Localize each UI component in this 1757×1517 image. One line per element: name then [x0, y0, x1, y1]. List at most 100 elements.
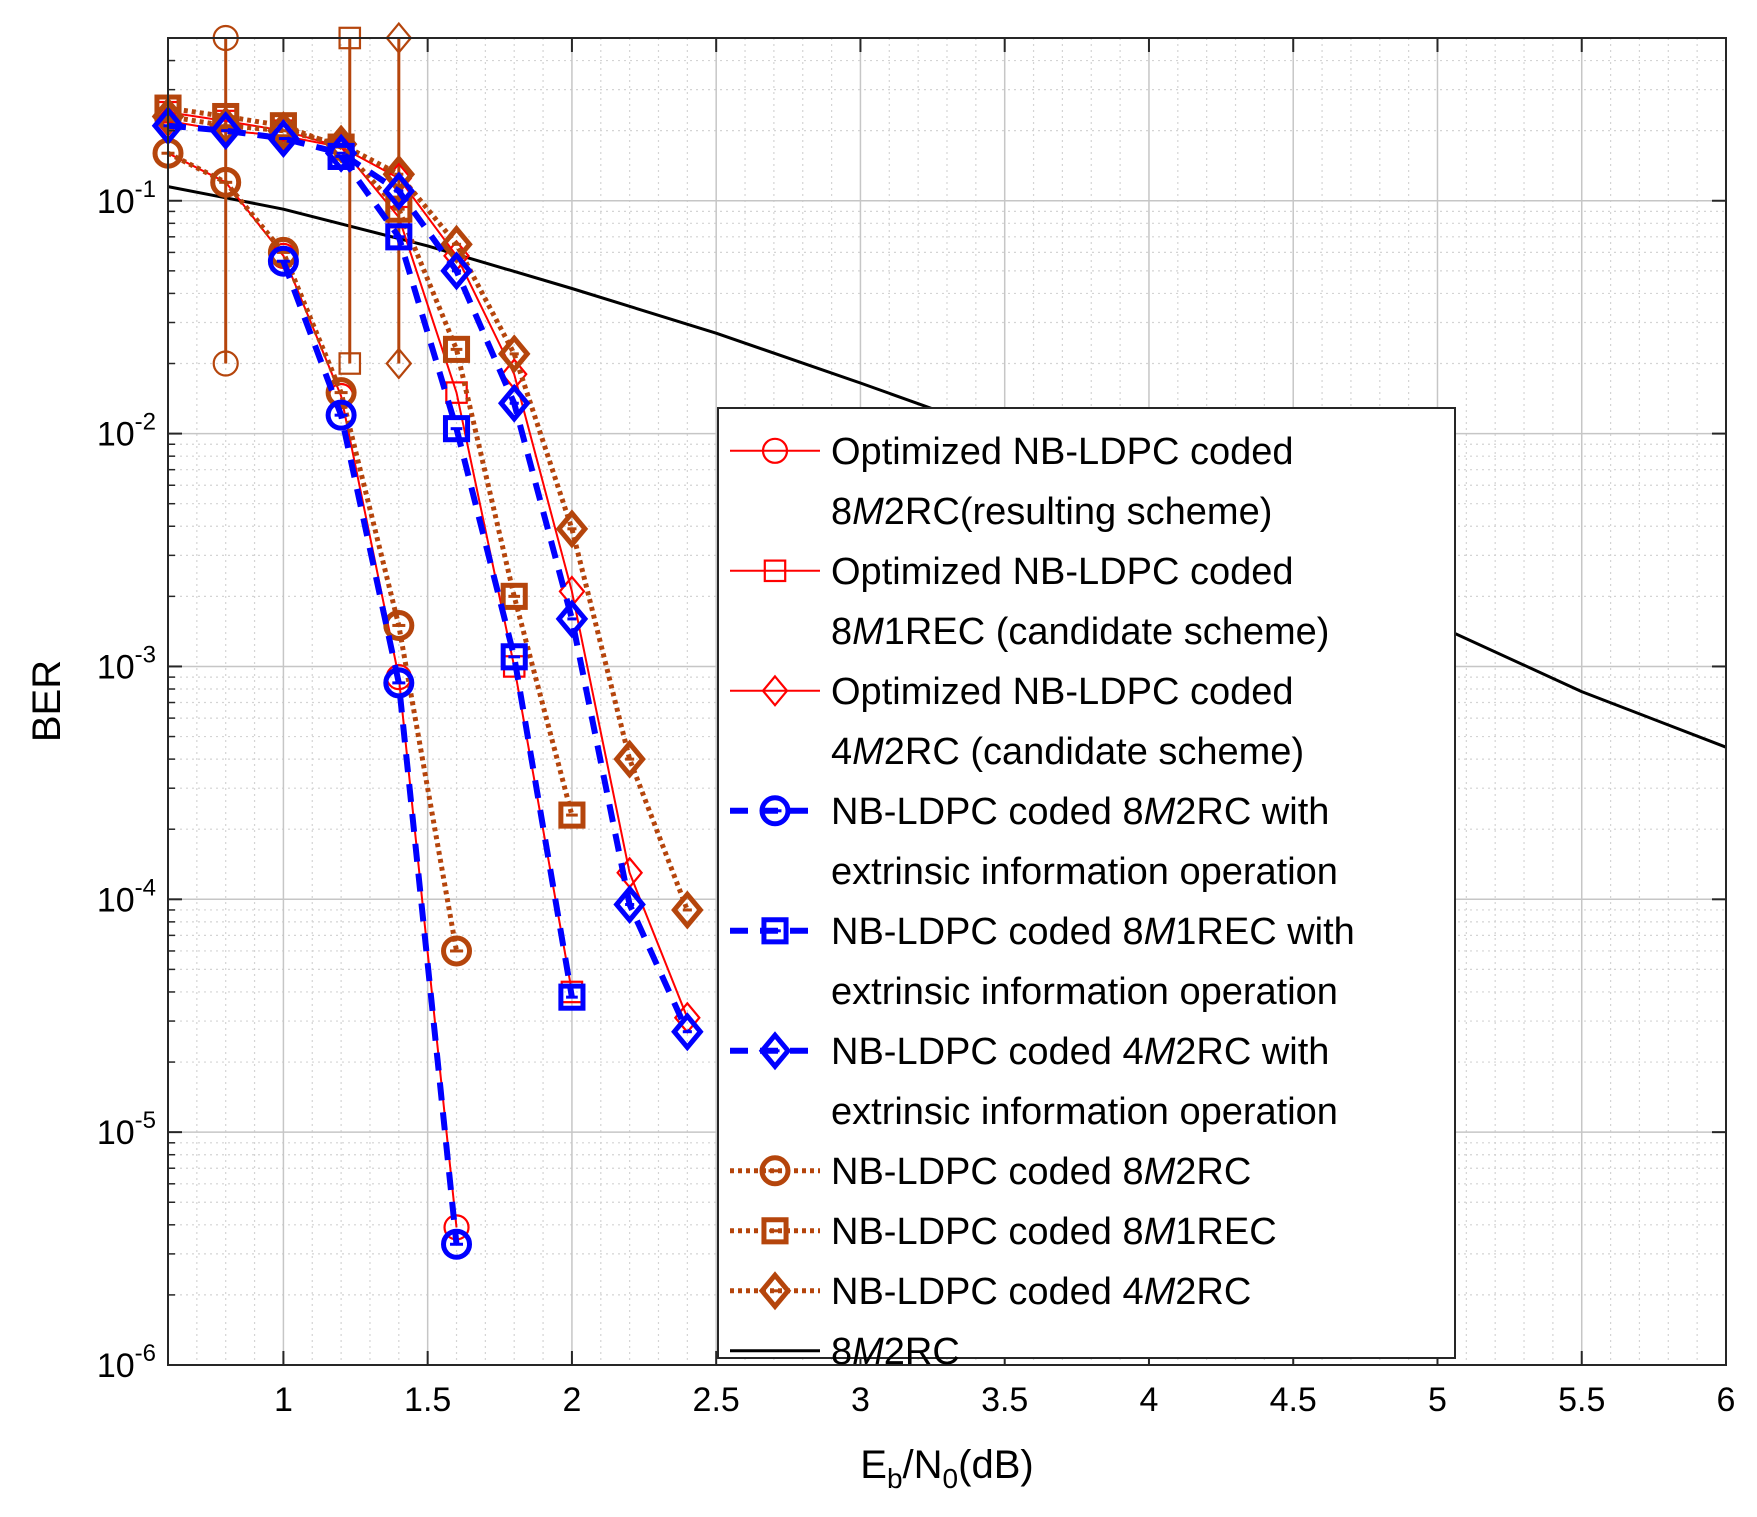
data-point — [441, 935, 473, 967]
data-point — [497, 334, 531, 374]
legend-entry-4: NB-LDPC coded 8M1REC with extrinsic infor… — [730, 911, 1355, 1013]
x-tick-label: 5.5 — [1558, 1381, 1605, 1419]
legend-entry-9: 8M2RC — [730, 1331, 960, 1373]
data-point — [385, 195, 413, 223]
legend-swatch-marker — [761, 674, 789, 707]
data-point — [440, 251, 473, 291]
data-point — [209, 111, 242, 151]
data-point — [267, 119, 300, 159]
error-bar-cap-bottom — [338, 352, 362, 375]
data-point — [383, 609, 415, 641]
data-point — [500, 643, 528, 671]
series-line — [167, 122, 691, 1033]
x-tick-label: 1 — [274, 1381, 293, 1419]
x-tick-label: 3 — [851, 1381, 870, 1419]
series-5 — [151, 106, 704, 1052]
legend-box — [717, 407, 1456, 1359]
x-tick-label: 2 — [562, 1381, 581, 1419]
legend-label: 8M1REC (candidate scheme) — [831, 611, 1329, 653]
data-point — [210, 166, 242, 198]
error-bar-cap-bottom — [385, 347, 413, 380]
legend-label: Optimized NB-LDPC coded — [831, 551, 1294, 593]
data-point — [497, 383, 531, 423]
data-point — [441, 1228, 473, 1260]
legend-label: NB-LDPC coded 4M2RC — [831, 1271, 1251, 1313]
data-point — [324, 133, 358, 173]
data-point — [671, 1012, 704, 1052]
plot-frame — [167, 37, 1727, 1366]
legend-swatch-marker — [761, 917, 789, 945]
legend-label: extrinsic information operation — [831, 971, 1338, 1013]
legend-label: NB-LDPC coded 8M1REC — [831, 1211, 1277, 1253]
legend-swatch-marker — [758, 1031, 792, 1071]
axis-ticks: 1 1.5 2 2.5 3 3.5 4 4.5 5 5.5 6 10-6 10-5 10-4 10-3 10-… — [97, 37, 1736, 1419]
x-tick-label: 5 — [1428, 1381, 1447, 1419]
data-point — [558, 983, 586, 1011]
x-axis-label: Eb/N0(dB) — [860, 1443, 1033, 1494]
error-bar-cap-bottom — [212, 350, 239, 377]
data-point — [440, 224, 473, 264]
y-tick-label: 10-3 — [97, 641, 156, 686]
series-6 — [152, 137, 473, 967]
data-point — [555, 599, 589, 639]
data-point — [613, 884, 646, 924]
data-point — [209, 106, 242, 146]
error-bar-cap-top — [385, 21, 413, 55]
data-point — [385, 223, 413, 251]
x-tick-label: 4 — [1140, 1381, 1159, 1419]
legend-entry-6: NB-LDPC coded 8M2RC — [730, 1151, 1251, 1193]
data-point — [382, 171, 416, 211]
data-point — [442, 335, 471, 363]
legend-label: Optimized NB-LDPC coded — [831, 671, 1294, 713]
y-tick-label: 10-1 — [97, 176, 156, 221]
series-line — [338, 154, 575, 998]
data-point — [325, 377, 357, 409]
legend-label: NB-LDPC coded 8M2RC with — [831, 791, 1329, 833]
legend-label: extrinsic information operation — [831, 851, 1338, 893]
series-line — [166, 150, 459, 952]
data-curves — [151, 21, 1727, 1260]
legend-label: 8M2RC(resulting scheme) — [831, 491, 1272, 533]
legend-swatch-marker — [763, 559, 787, 583]
x-tick-label: 2.5 — [693, 1381, 740, 1419]
series-line — [280, 260, 460, 1245]
x-tick-label: 1.5 — [404, 1381, 451, 1419]
legend-swatch-marker — [759, 1155, 791, 1187]
data-point — [442, 415, 471, 443]
legend-label: NB-LDPC coded 8M1REC with — [831, 911, 1355, 953]
data-point — [383, 667, 415, 699]
x-tick-label: 3.5 — [981, 1381, 1028, 1419]
legend-label: NB-LDPC coded 4M2RC with — [831, 1031, 1329, 1073]
y-tick-label: 10-2 — [97, 409, 156, 454]
legend-swatch-marker — [758, 1271, 792, 1311]
legend-swatch-marker — [759, 795, 791, 827]
legend-entry-3: NB-LDPC coded 8M2RC with extrinsic inform… — [730, 791, 1338, 893]
legend-entry-5: NB-LDPC coded 4M2RC with extrinsic inform… — [730, 1031, 1338, 1133]
data-point — [555, 509, 589, 549]
legend: Optimized NB-LDPC coded 8M2RC(resulting s… — [717, 407, 1456, 1373]
legend-label: 4M2RC (candidate scheme) — [831, 731, 1304, 773]
data-point — [558, 801, 586, 829]
data-point — [325, 399, 357, 431]
legend-entry-1: Optimized NB-LDPC coded 8M1REC (candidate… — [730, 551, 1329, 653]
legend-label: 8M2RC — [831, 1331, 960, 1373]
series-line — [167, 105, 575, 816]
data-point — [613, 739, 646, 779]
legend-label: NB-LDPC coded 8M2RC — [831, 1151, 1251, 1193]
legend-entry-0: Optimized NB-LDPC coded 8M2RC(resulting s… — [730, 431, 1294, 533]
legend-entry-7: NB-LDPC coded 8M1REC — [730, 1211, 1277, 1253]
legend-entry-2: Optimized NB-LDPC coded 4M2RC (candidate … — [730, 671, 1304, 773]
legend-label: Optimized NB-LDPC coded — [831, 431, 1294, 473]
y-tick-label: 10-5 — [97, 1107, 156, 1152]
series-4 — [327, 142, 586, 1011]
y-axis-label: BER — [25, 660, 69, 742]
data-point — [267, 111, 300, 151]
legend-swatch-marker — [761, 437, 789, 464]
series-3 — [267, 245, 473, 1260]
x-tick-label: 6 — [1717, 1381, 1736, 1419]
data-point — [500, 582, 528, 610]
legend-label: extrinsic information operation — [831, 1091, 1338, 1133]
data-point — [267, 245, 299, 277]
legend-swatch-marker — [761, 1217, 789, 1245]
